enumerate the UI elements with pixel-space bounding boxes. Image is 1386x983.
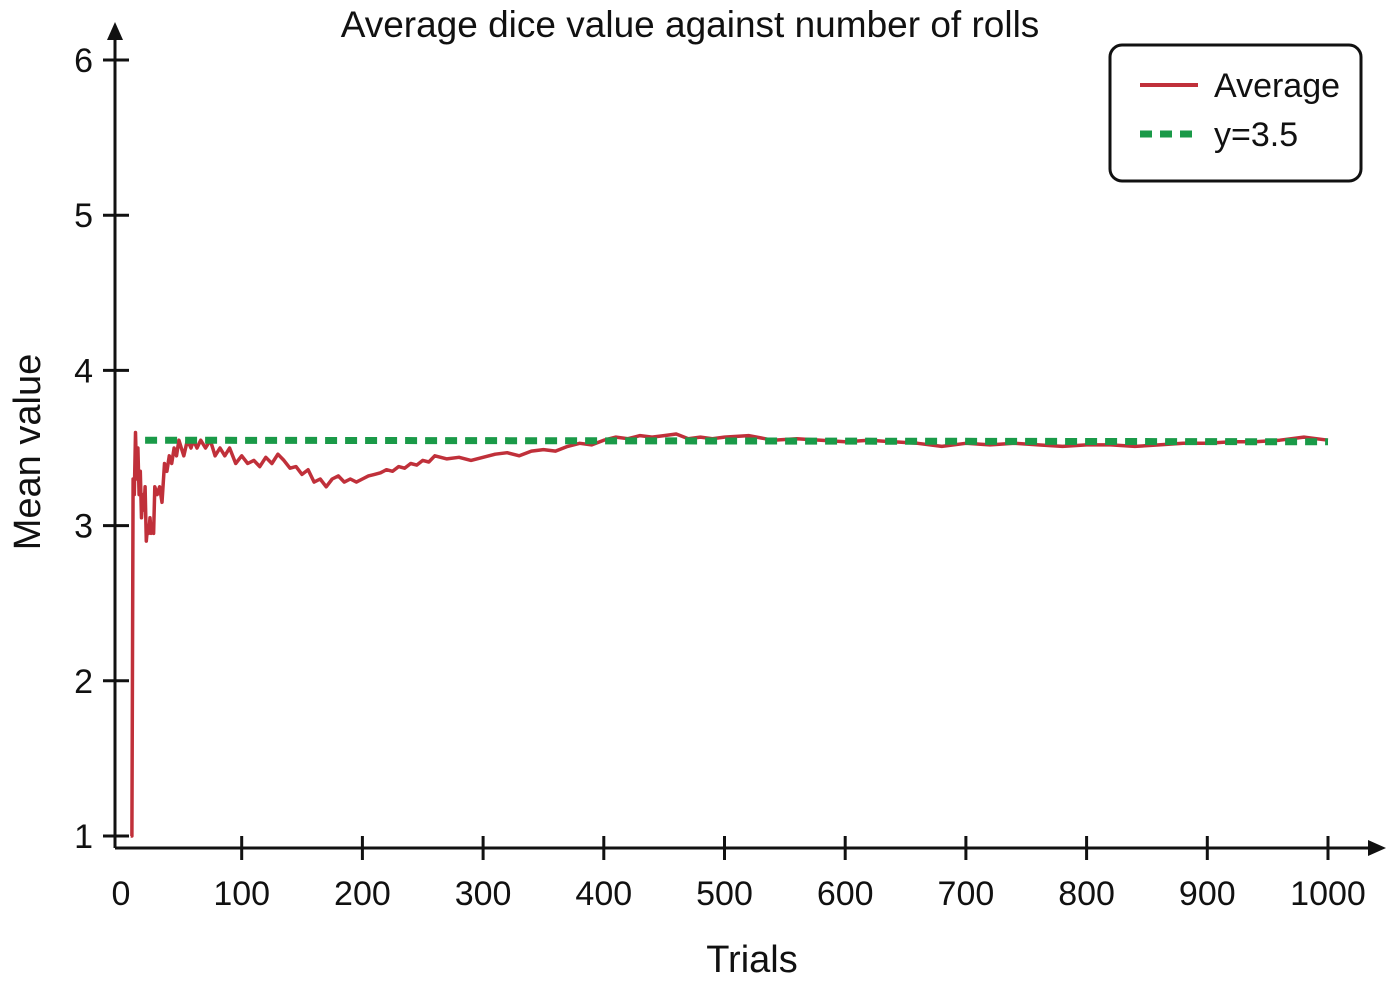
x-tick-label: 200: [334, 875, 391, 913]
x-tick-label: 300: [455, 875, 512, 913]
y-tick-label: 3: [74, 508, 93, 546]
x-tick-label: 400: [575, 875, 632, 913]
chart-title: Average dice value against number of rol…: [341, 4, 1040, 45]
y-tick-label: 2: [74, 663, 93, 701]
y-tick-label: 5: [74, 197, 93, 235]
legend-label-reference: y=3.5: [1214, 116, 1298, 154]
legend-box: [1108, 43, 1363, 183]
y-ticks: 1 2 3 4 5 6: [74, 42, 129, 856]
y-tick-label: 4: [74, 352, 93, 390]
average-line: [130, 430, 1329, 838]
legend-label-average: Average: [1214, 67, 1340, 105]
y-axis-label: Mean value: [7, 354, 49, 550]
reference-line: [145, 436, 1329, 446]
y-tick-label: 6: [74, 42, 93, 80]
x-tick-label: 0: [112, 875, 131, 913]
y-tick-label: 1: [74, 818, 93, 856]
x-axis-arrow: [1368, 840, 1386, 856]
x-tick-label: 800: [1058, 875, 1115, 913]
x-axis-label: Trials: [706, 939, 797, 981]
x-tick-label: 900: [1179, 875, 1236, 913]
x-tick-label: 1000: [1290, 875, 1366, 913]
y-axis-arrow: [107, 22, 123, 40]
x-ticks: 0 100 200 300 400 500 600 700 800 900 1000: [112, 836, 1366, 913]
axes: [107, 22, 1386, 856]
x-tick-label: 600: [817, 875, 874, 913]
x-tick-label: 700: [938, 875, 995, 913]
legend: Average y=3.5: [1108, 43, 1363, 183]
series-layer: [130, 430, 1329, 838]
x-tick-label: 500: [696, 875, 753, 913]
x-tick-label: 100: [213, 875, 270, 913]
